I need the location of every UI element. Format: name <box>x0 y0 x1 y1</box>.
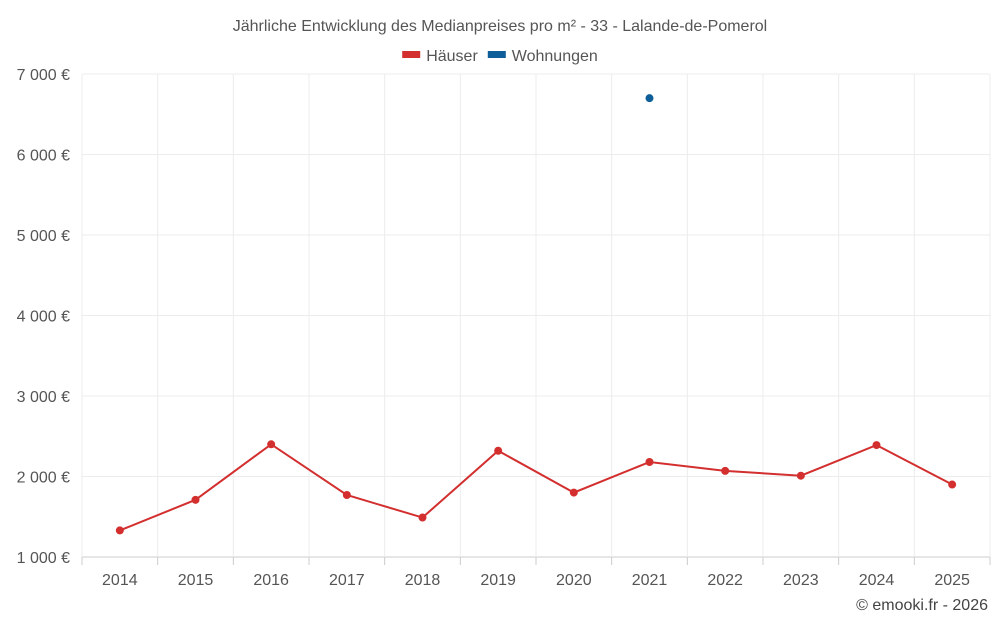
x-tick-label: 2015 <box>178 572 214 589</box>
x-tick-label: 2022 <box>707 572 743 589</box>
data-point[interactable] <box>872 441 881 450</box>
series-line-häuser <box>119 443 953 532</box>
y-tick-label: 1 000 € <box>17 550 70 567</box>
y-tick-label: 5 000 € <box>17 228 70 245</box>
x-tick-label: 2024 <box>859 572 895 589</box>
y-axis-ticks: 1 000 € 2 000 € 3 000 € 4 000 € 5 000 € 6 000… <box>17 67 70 567</box>
legend-swatch <box>487 51 506 58</box>
data-point[interactable] <box>645 458 654 467</box>
x-tick-label: 2023 <box>783 572 819 589</box>
x-tick-label: 2025 <box>934 572 970 589</box>
x-tick-label: 2021 <box>632 572 668 589</box>
data-point[interactable] <box>721 466 730 475</box>
data-point[interactable] <box>494 446 503 455</box>
data-point[interactable] <box>418 513 427 522</box>
legend: Häuser Wohnungen <box>402 48 598 65</box>
grid-lines <box>81 73 991 565</box>
y-tick-label: 6 000 € <box>17 148 70 165</box>
x-tick-label: 2020 <box>556 572 592 589</box>
legend-label[interactable]: Häuser <box>426 48 478 65</box>
data-point[interactable] <box>796 471 805 480</box>
data-point[interactable] <box>191 495 200 504</box>
credit-text: © emooki.fr - 2026 <box>856 597 988 614</box>
data-point[interactable] <box>342 491 351 500</box>
x-tick-label: 2018 <box>405 572 441 589</box>
x-tick-label: 2016 <box>253 572 289 589</box>
y-tick-label: 3 000 € <box>17 389 70 406</box>
legend-swatch <box>402 51 421 58</box>
data-point[interactable] <box>115 526 124 535</box>
data-point[interactable] <box>569 488 578 497</box>
y-tick-label: 2 000 € <box>17 470 70 487</box>
series-layer <box>115 94 957 535</box>
x-axis-ticks: 2014 2015 2016 2017 2018 2019 2020 2021 2022 2023… <box>102 572 970 589</box>
data-point[interactable] <box>948 480 957 489</box>
x-tick-label: 2019 <box>480 572 516 589</box>
x-tick-label: 2017 <box>329 572 365 589</box>
legend-label[interactable]: Wohnungen <box>512 48 598 65</box>
chart-title: Jährliche Entwicklung des Medianpreises … <box>233 18 767 35</box>
y-tick-label: 4 000 € <box>17 309 70 326</box>
y-tick-label: 7 000 € <box>17 67 70 84</box>
data-point[interactable] <box>645 94 654 103</box>
x-tick-label: 2014 <box>102 572 138 589</box>
data-point[interactable] <box>267 440 276 449</box>
